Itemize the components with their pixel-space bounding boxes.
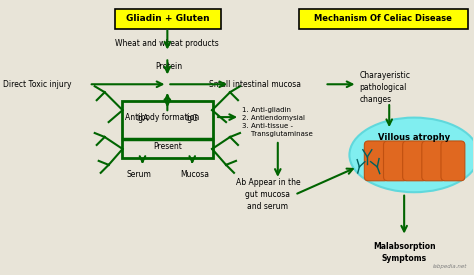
Text: labpedia.net: labpedia.net xyxy=(432,264,467,269)
Text: Wheat and wheat products: Wheat and wheat products xyxy=(116,39,219,48)
Text: Small intestinal mucosa: Small intestinal mucosa xyxy=(209,80,301,89)
Text: IgG: IgG xyxy=(186,114,199,123)
Text: Mucosa: Mucosa xyxy=(181,170,210,179)
Text: Ab Appear in the
gut mucosa
and serum: Ab Appear in the gut mucosa and serum xyxy=(236,178,300,211)
FancyBboxPatch shape xyxy=(402,141,427,181)
Text: Protein: Protein xyxy=(155,62,182,71)
FancyBboxPatch shape xyxy=(365,141,388,181)
Text: Present: Present xyxy=(153,142,182,152)
FancyBboxPatch shape xyxy=(299,9,468,29)
FancyBboxPatch shape xyxy=(383,141,407,181)
FancyBboxPatch shape xyxy=(422,141,446,181)
Text: Serum: Serum xyxy=(126,170,151,179)
Text: Mechanism Of Celiac Disease: Mechanism Of Celiac Disease xyxy=(314,14,452,23)
Text: Villous atrophy: Villous atrophy xyxy=(378,133,450,142)
Ellipse shape xyxy=(349,118,474,192)
Text: Malabsorption
Symptoms: Malabsorption Symptoms xyxy=(373,242,436,263)
Text: Direct Toxic injury: Direct Toxic injury xyxy=(3,80,72,89)
Text: Charayeristic
pathological
changes: Charayeristic pathological changes xyxy=(359,71,410,104)
FancyBboxPatch shape xyxy=(115,9,221,29)
Text: IgA: IgA xyxy=(137,114,149,123)
Text: 1. Anti-gliadin
2. Antiendomysial
3. Anti-tissue -
    Transglutaminase: 1. Anti-gliadin 2. Antiendomysial 3. Ant… xyxy=(242,107,313,137)
Text: Gliadin + Gluten: Gliadin + Gluten xyxy=(126,14,210,23)
FancyBboxPatch shape xyxy=(441,141,465,181)
Text: Antibody formation: Antibody formation xyxy=(125,112,200,122)
